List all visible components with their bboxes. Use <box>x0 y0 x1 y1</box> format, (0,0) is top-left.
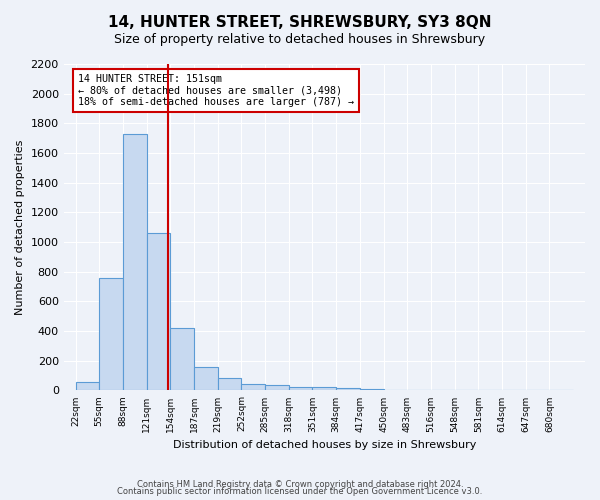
Bar <box>218 378 241 390</box>
Text: 14 HUNTER STREET: 151sqm
← 80% of detached houses are smaller (3,498)
18% of sem: 14 HUNTER STREET: 151sqm ← 80% of detach… <box>78 74 354 107</box>
Bar <box>76 382 99 390</box>
Bar <box>194 368 218 390</box>
Bar <box>146 233 170 390</box>
Bar <box>99 278 123 390</box>
Bar <box>289 386 313 390</box>
Text: Size of property relative to detached houses in Shrewsbury: Size of property relative to detached ho… <box>115 32 485 46</box>
X-axis label: Distribution of detached houses by size in Shrewsbury: Distribution of detached houses by size … <box>173 440 476 450</box>
Text: Contains HM Land Registry data © Crown copyright and database right 2024.: Contains HM Land Registry data © Crown c… <box>137 480 463 489</box>
Bar <box>265 385 289 390</box>
Bar <box>241 384 265 390</box>
Bar <box>170 328 194 390</box>
Bar <box>336 388 360 390</box>
Bar <box>313 388 336 390</box>
Text: Contains public sector information licensed under the Open Government Licence v3: Contains public sector information licen… <box>118 487 482 496</box>
Bar <box>360 389 383 390</box>
Y-axis label: Number of detached properties: Number of detached properties <box>15 140 25 315</box>
Text: 14, HUNTER STREET, SHREWSBURY, SY3 8QN: 14, HUNTER STREET, SHREWSBURY, SY3 8QN <box>108 15 492 30</box>
Bar <box>123 134 146 390</box>
